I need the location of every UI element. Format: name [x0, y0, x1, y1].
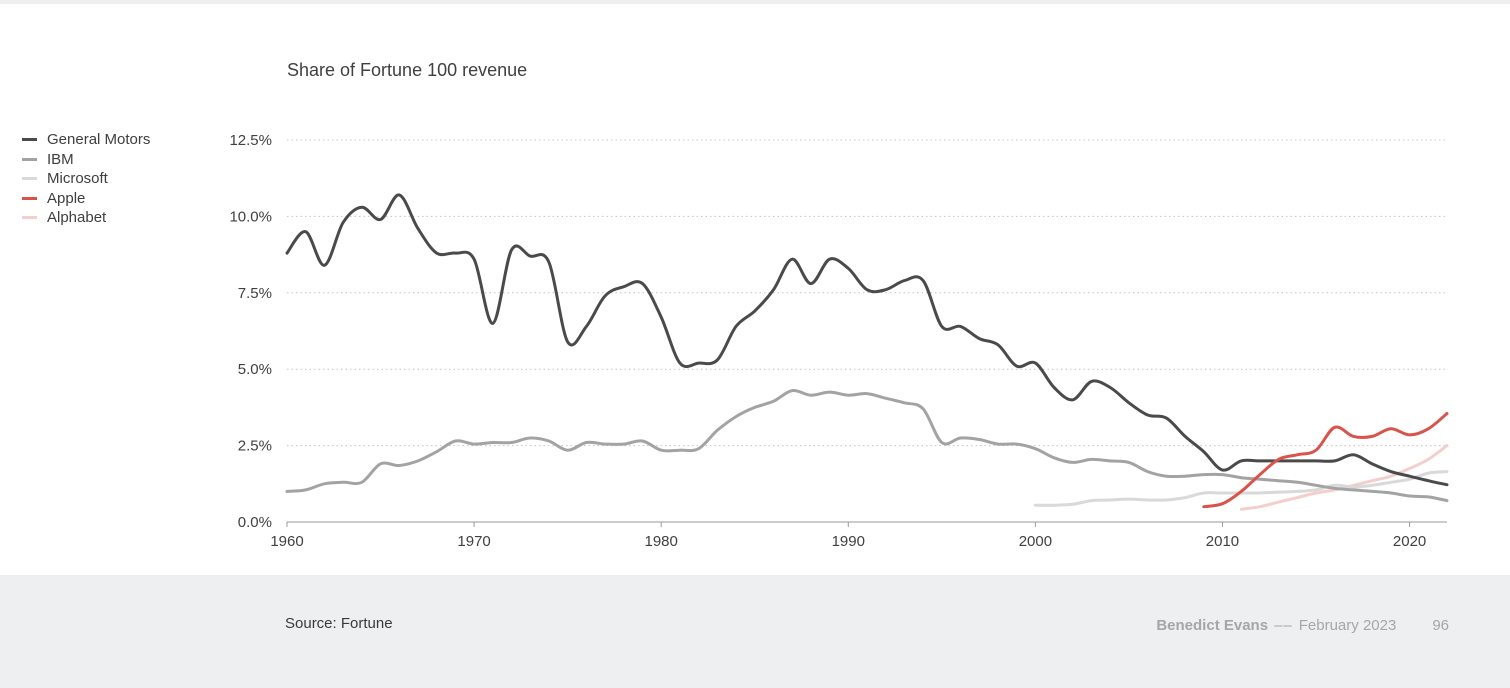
- legend-label: General Motors: [47, 131, 151, 149]
- x-tick-label: 1990: [832, 533, 865, 550]
- legend-label: Apple: [47, 189, 86, 207]
- legend-label: IBM: [47, 150, 74, 168]
- x-tick-label: 2010: [1206, 533, 1239, 550]
- legend-label: Microsoft: [47, 170, 108, 188]
- legend-item-apple: Apple: [22, 189, 150, 209]
- legend-swatch: [22, 216, 37, 220]
- series-line-apple: [1202, 412, 1449, 509]
- legend-item-general-motors: General Motors: [22, 130, 150, 150]
- y-tick-label: 7.5%: [238, 285, 272, 302]
- legend-label: Alphabet: [47, 209, 107, 227]
- legend-item-microsoft: Microsoft: [22, 169, 150, 189]
- chart-title: Share of Fortune 100 revenue: [287, 60, 528, 80]
- line-chart: 0.0% 2.5% 5.0% 7.5% 10.0% 12.5% 1960 1970 1980 19…: [229, 132, 1449, 550]
- legend-swatch: [22, 138, 37, 142]
- x-tick-label: 1980: [645, 533, 678, 550]
- legend-swatch: [22, 157, 37, 161]
- y-tick-label: 10.0%: [229, 208, 272, 225]
- publish-date: February 2023: [1298, 617, 1397, 634]
- source-note: Source: Fortune: [285, 615, 393, 632]
- x-tick-label: 2000: [1019, 533, 1052, 550]
- x-tick-label: 2020: [1393, 533, 1426, 550]
- top-strip: [0, 0, 1510, 4]
- page-number: 96: [1432, 617, 1449, 634]
- series-line-general-motors: [285, 193, 1449, 487]
- legend-swatch: [22, 196, 37, 200]
- x-tick-label: 1970: [457, 533, 490, 550]
- y-tick-label: 12.5%: [229, 132, 272, 149]
- chart-legend: General Motors IBM Microsoft Apple Alpha…: [22, 130, 150, 228]
- legend-swatch: [22, 177, 37, 181]
- legend-item-ibm: IBM: [22, 150, 150, 170]
- y-tick-label: 2.5%: [238, 438, 272, 455]
- footer: Source: Fortune Benedict Evans –– February…: [0, 575, 1510, 688]
- footer-credit: Benedict Evans –– February 2023 96: [1156, 617, 1449, 634]
- x-tick-label: 1960: [270, 533, 303, 550]
- separator: ––: [1274, 617, 1293, 634]
- legend-item-alphabet: Alphabet: [22, 208, 150, 228]
- y-tick-label: 0.0%: [238, 514, 272, 531]
- author-name: Benedict Evans: [1156, 617, 1269, 634]
- series-line-alphabet: [1239, 444, 1449, 511]
- y-tick-label: 5.0%: [238, 361, 272, 378]
